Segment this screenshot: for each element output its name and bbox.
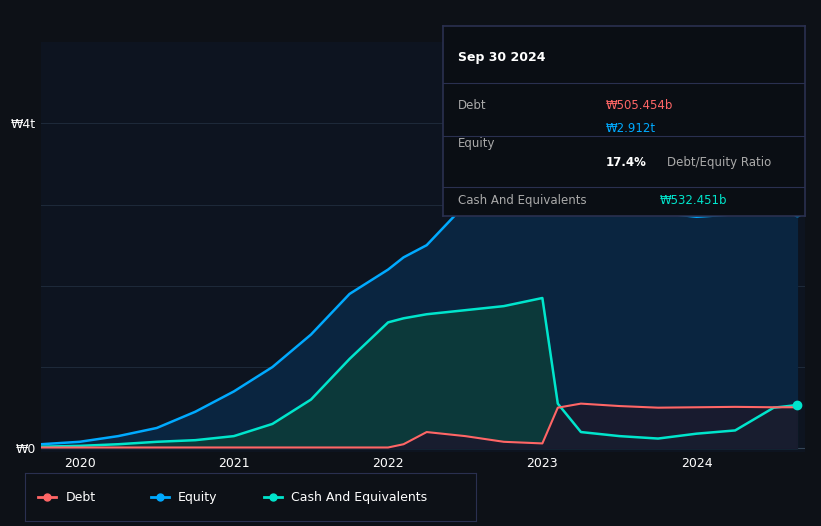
Text: Equity: Equity [178, 491, 218, 503]
Text: Cash And Equivalents: Cash And Equivalents [458, 194, 586, 207]
Text: 17.4%: 17.4% [606, 156, 647, 169]
Text: Debt: Debt [458, 99, 486, 113]
Text: Debt/Equity Ratio: Debt/Equity Ratio [667, 156, 772, 169]
Text: Debt: Debt [66, 491, 95, 503]
Text: ₩505.454b: ₩505.454b [606, 99, 673, 113]
Text: ₩2.912t: ₩2.912t [606, 122, 656, 135]
Text: Cash And Equivalents: Cash And Equivalents [291, 491, 427, 503]
Text: Equity: Equity [458, 137, 495, 150]
Text: ₩532.451b: ₩532.451b [660, 194, 727, 207]
Text: Sep 30 2024: Sep 30 2024 [458, 51, 545, 64]
